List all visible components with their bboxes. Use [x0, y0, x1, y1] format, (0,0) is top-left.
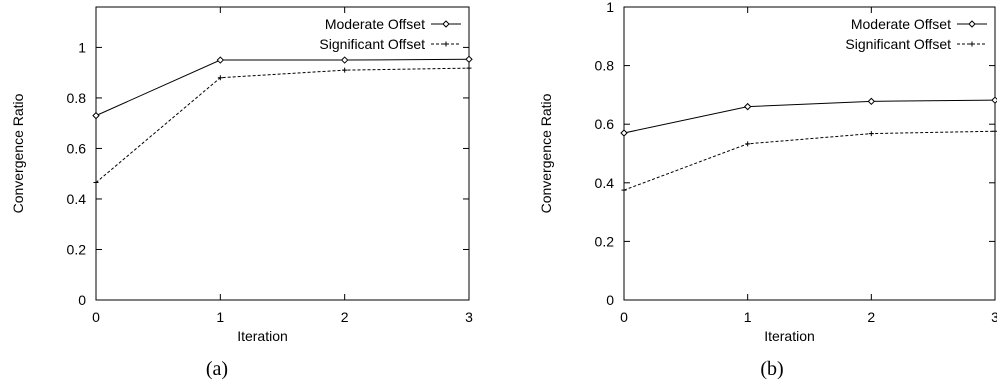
y-tick-label: 0.6 [67, 140, 87, 156]
legend-marker-plus [969, 41, 975, 47]
y-tick-label: 0.2 [595, 233, 615, 249]
y-tick-label: 0 [78, 292, 86, 308]
x-tick-label: 1 [216, 309, 224, 325]
figure-caption: (b) [760, 358, 783, 380]
legend-marker-plus [443, 41, 449, 47]
data-point-moderate-offset [991, 96, 997, 104]
x-tick-label: 2 [867, 309, 875, 325]
plot-frame [623, 6, 996, 301]
data-point-significant-offset [868, 131, 874, 137]
data-point-significant-offset [93, 180, 99, 186]
data-point-moderate-offset [465, 55, 473, 63]
legend: Moderate Offset Significant Offset [845, 16, 987, 52]
data-point-moderate-offset [620, 129, 628, 137]
legend-marker-diamond [442, 20, 450, 28]
legend-marker-diamond [968, 20, 976, 28]
x-axis-title: Iteration [237, 328, 288, 344]
y-tick-label: 1 [606, 0, 614, 15]
data-point-significant-offset [217, 75, 223, 81]
data-point-significant-offset [992, 128, 997, 134]
data-point-moderate-offset [92, 111, 100, 120]
legend-label: Significant Offset [845, 36, 951, 52]
chart-a: 0 0.2 0.4 0.6 0.8 1 0 1 2 3 Iteration Convergence R… [10, 6, 473, 380]
legend-label: Moderate Offset [851, 16, 951, 32]
plot-frame [95, 6, 470, 301]
figure-caption: (a) [206, 358, 228, 380]
x-tick-label: 2 [341, 309, 349, 325]
y-axis-title: Convergence Ratio [538, 93, 554, 213]
data-point-moderate-offset [216, 56, 225, 64]
series-line-moderate-offset [95, 58, 470, 117]
chart-b: 0 0.2 0.4 0.6 0.8 1 0 1 2 3 Iteration Convergence R… [538, 0, 997, 380]
data-point-moderate-offset [340, 56, 349, 64]
x-tick-label: 1 [744, 309, 752, 325]
y-tick-label: 0.4 [595, 175, 615, 191]
y-tick-label: 0.6 [595, 116, 615, 132]
x-tick-label: 3 [991, 309, 997, 325]
x-tick-label: 0 [92, 309, 100, 325]
series-line-significant-offset [623, 130, 996, 191]
y-tick-label: 0.8 [595, 58, 615, 74]
series-line-significant-offset [95, 67, 470, 183]
x-tick-label: 3 [465, 309, 473, 325]
y-tick-label: 0.4 [67, 191, 87, 207]
x-axis-title: Iteration [764, 328, 815, 344]
data-point-moderate-offset [867, 97, 876, 106]
y-tick-label: 1 [78, 39, 86, 55]
y-tick-label: 0 [606, 292, 614, 308]
data-point-moderate-offset [743, 102, 752, 111]
data-point-significant-offset [621, 187, 627, 193]
y-tick-label: 0.2 [67, 241, 87, 257]
data-point-significant-offset [466, 65, 472, 71]
x-tick-label: 0 [620, 309, 628, 325]
y-axis-title: Convergence Ratio [10, 93, 26, 213]
legend: Moderate Offset Significant Offset [319, 16, 461, 52]
series-line-moderate-offset [623, 99, 996, 134]
data-point-significant-offset [745, 141, 751, 147]
data-point-significant-offset [342, 67, 348, 73]
legend-label: Significant Offset [319, 36, 425, 52]
legend-label: Moderate Offset [325, 16, 425, 32]
y-tick-label: 0.8 [67, 90, 87, 106]
